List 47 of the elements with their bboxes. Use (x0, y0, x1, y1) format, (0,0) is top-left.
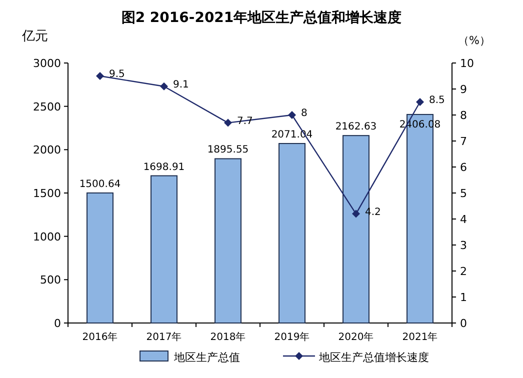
y2-tick-label: 3 (460, 239, 467, 252)
data-label: 2162.63 (335, 122, 377, 133)
point (160, 82, 168, 90)
y-tick-label: 2000 (33, 144, 61, 157)
y2-axis-title: （%） (458, 34, 490, 47)
bar (150, 175, 178, 324)
y-tick-label: 1000 (33, 230, 61, 244)
x-tick-label: 2019年 (274, 331, 310, 343)
bar (86, 192, 114, 324)
data-label: 1500.64 (79, 178, 121, 190)
x-tick-label: 2017年 (146, 331, 182, 343)
bar (278, 143, 306, 324)
y2-tick-label: 9 (460, 83, 467, 96)
x-tick-label: 2021年 (402, 331, 438, 343)
y2-tick-label: 4 (460, 213, 467, 226)
data-label: 9.1 (173, 79, 189, 90)
point (416, 98, 424, 106)
data-label: 9.5 (109, 69, 125, 80)
data-label: 8.5 (429, 95, 445, 106)
y-axis-title: 亿元 (21, 29, 48, 44)
legend-label: 地区生产总值增长速度 (318, 351, 429, 364)
y-tick-label: 500 (40, 274, 61, 287)
y-tick-label: 3000 (33, 57, 61, 70)
y-tick-label: 2500 (33, 100, 61, 114)
point (352, 210, 360, 218)
x-tick-label: 2020年 (338, 331, 374, 343)
x-tick-label: 2016年 (82, 331, 118, 343)
bar (214, 158, 242, 324)
y2-tick-label: 2 (460, 265, 467, 278)
data-label: 8 (301, 108, 308, 119)
y2-tick-label: 5 (460, 187, 467, 200)
chart-title: 图2 2016-2021年地区生产总值和增长速度 (121, 9, 402, 26)
y2-tick-label: 8 (460, 109, 467, 122)
legend-label: 地区生产总值 (173, 351, 240, 364)
y2-tick-label: 10 (460, 57, 474, 70)
x-tick-label: 2018年 (210, 331, 246, 343)
y2-tick-label: 0 (460, 317, 467, 330)
y2-tick-label: 6 (460, 161, 467, 174)
data-label: 1698.91 (143, 162, 185, 173)
point (96, 72, 104, 80)
y-tick-label: 1500 (33, 187, 61, 200)
y2-tick-label: 1 (460, 291, 467, 304)
point (288, 111, 296, 119)
y-tick-label: 0 (54, 317, 61, 330)
data-label: 1895.55 (207, 144, 249, 156)
y2-tick-label: 7 (460, 135, 467, 148)
point (224, 118, 232, 127)
